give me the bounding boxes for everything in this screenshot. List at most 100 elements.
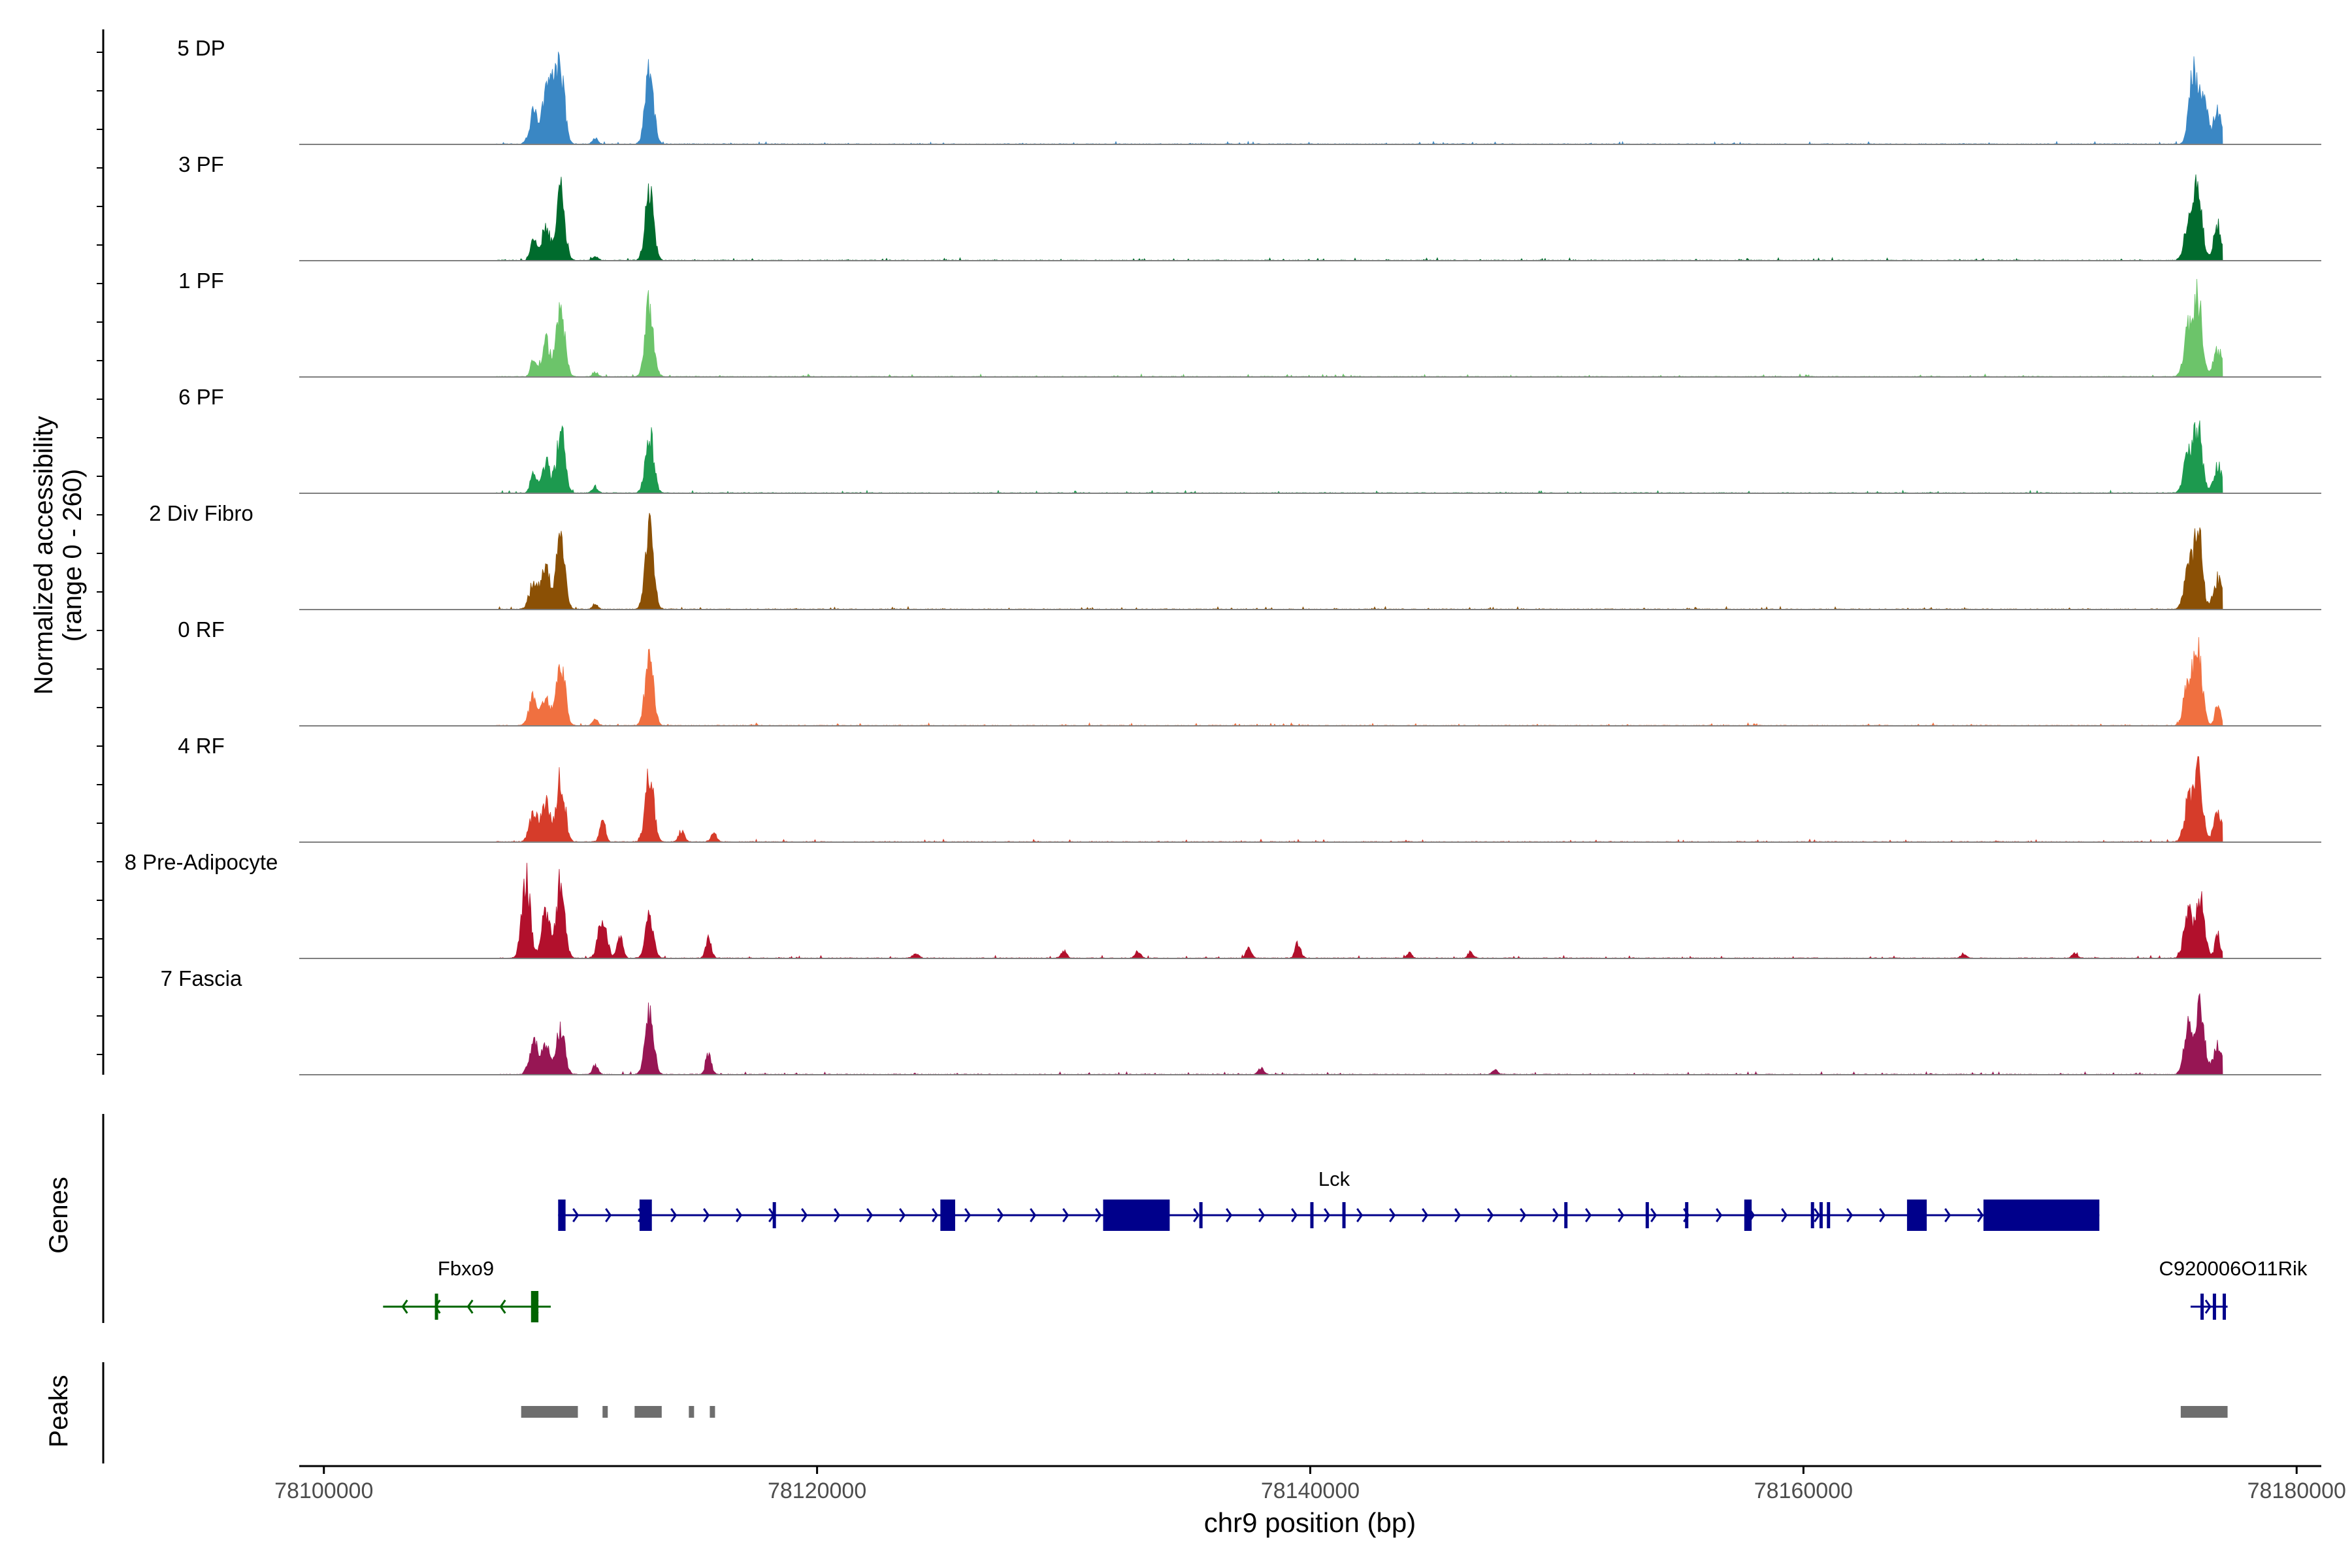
strand-chevron — [1944, 1208, 1952, 1222]
coverage-area — [496, 278, 2223, 378]
strand-chevron — [499, 1299, 506, 1314]
gene-exon — [1310, 1202, 1314, 1228]
strand-chevron — [1814, 1208, 1821, 1222]
x-axis-title: chr9 position (bp) — [1204, 1507, 1416, 1538]
strand-chevron — [997, 1208, 1004, 1222]
strand-chevron — [1356, 1208, 1364, 1222]
strand-chevron — [401, 1299, 408, 1314]
gene-exon — [940, 1200, 955, 1231]
peak-region — [521, 1406, 578, 1418]
track-label: 6 PF — [178, 385, 224, 409]
coverage-area — [496, 637, 2223, 727]
gene-exon — [1103, 1200, 1170, 1231]
coverage-area — [496, 420, 2223, 494]
strand-chevron — [866, 1208, 874, 1222]
gene-exon — [558, 1200, 566, 1231]
strand-chevron — [1487, 1208, 1494, 1222]
strand-chevron — [834, 1208, 841, 1222]
strand-chevron — [1389, 1208, 1396, 1222]
track-0-rf: 0 RF — [178, 617, 2321, 727]
track-label: 2 Div Fibro — [149, 501, 253, 525]
strand-chevron — [572, 1208, 580, 1222]
gene-exon — [434, 1294, 438, 1320]
gene-exon — [1564, 1202, 1568, 1228]
peaks-panel-label: Peaks — [44, 1375, 73, 1447]
coverage-area — [496, 756, 2223, 843]
track-3-pf: 3 PF — [178, 152, 2321, 261]
track-8-pre-adipocyte: 8 Pre-Adipocyte — [125, 850, 2321, 959]
strand-chevron — [736, 1208, 743, 1222]
peak-region — [634, 1406, 662, 1418]
peak-region — [689, 1406, 694, 1418]
gene-exon — [2223, 1294, 2227, 1320]
gene-exon — [1744, 1200, 1752, 1231]
y-axis-title-line1: Normalized accessibility — [29, 416, 58, 695]
track-label: 3 PF — [178, 152, 224, 176]
x-tick-label: 78120000 — [768, 1478, 866, 1503]
gene-exon — [2212, 1294, 2216, 1320]
track-6-pf: 6 PF — [178, 385, 2321, 494]
y-axis-title: Normalized accessibility (range 0 - 260) — [29, 416, 87, 695]
gene-exon — [1819, 1202, 1823, 1228]
strand-chevron — [1879, 1208, 1886, 1222]
peak-region — [602, 1406, 608, 1418]
track-5-dp: 5 DP — [177, 36, 2321, 145]
gene-c920006o11rik: C920006O11Rik — [2159, 1257, 2308, 1320]
coverage-area — [496, 52, 2223, 145]
strand-chevron — [1030, 1208, 1037, 1222]
gene-exon — [1827, 1202, 1831, 1228]
strand-chevron — [1422, 1208, 1429, 1222]
gene-exon — [531, 1291, 539, 1322]
gene-exon — [1906, 1200, 1927, 1231]
strand-chevron — [1454, 1208, 1462, 1222]
strand-chevron — [1585, 1208, 1592, 1222]
x-tick-label: 78180000 — [2247, 1478, 2346, 1503]
peak-region — [2180, 1406, 2228, 1418]
track-label: 5 DP — [177, 36, 225, 60]
gene-exon — [1342, 1202, 1346, 1228]
strand-chevron — [466, 1299, 474, 1314]
x-tick-label: 78100000 — [274, 1478, 373, 1503]
genes-panel-label: Genes — [44, 1177, 73, 1254]
strand-chevron — [1846, 1208, 1854, 1222]
x-tick-label: 78140000 — [1261, 1478, 1360, 1503]
gene-exon — [2200, 1294, 2204, 1320]
strand-chevron — [1716, 1208, 1723, 1222]
gene-exon — [1810, 1202, 1814, 1228]
strand-chevron — [1650, 1208, 1658, 1222]
strand-chevron — [670, 1208, 678, 1222]
x-tick-label: 78160000 — [1754, 1478, 1853, 1503]
strand-chevron — [899, 1208, 906, 1222]
strand-chevron — [2204, 1299, 2212, 1314]
gene-fbxo9: Fbxo9 — [383, 1257, 551, 1322]
strand-chevron — [1095, 1208, 1102, 1222]
gene-name-label: Lck — [1318, 1168, 1350, 1190]
gene-annotations: Lck Fbxo9 C920006O11Rik — [383, 1168, 2308, 1322]
gene-name-label: C920006O11Rik — [2159, 1257, 2308, 1280]
strand-chevron — [1193, 1208, 1200, 1222]
coverage-area — [496, 862, 2223, 959]
strand-chevron — [1062, 1208, 1070, 1222]
strand-chevron — [703, 1208, 710, 1222]
tracks-y-axis-ticks — [97, 52, 103, 1055]
strand-chevron — [1520, 1208, 1527, 1222]
strand-chevron — [1781, 1208, 1788, 1222]
track-label: 0 RF — [178, 617, 225, 642]
gene-exon — [1983, 1200, 2100, 1231]
track-label: 1 PF — [178, 269, 224, 293]
strand-chevron — [1618, 1208, 1625, 1222]
gene-exon — [772, 1202, 776, 1228]
gene-exon — [1685, 1202, 1689, 1228]
track-label: 4 RF — [178, 734, 225, 758]
gene-name-label: Fbxo9 — [438, 1257, 494, 1280]
strand-chevron — [1258, 1208, 1266, 1222]
strand-chevron — [605, 1208, 612, 1222]
coverage-area — [496, 993, 2223, 1075]
strand-chevron — [932, 1208, 939, 1222]
x-axis-ticks: 78100000 78120000 78140000 78160000 78180000 — [274, 1466, 2346, 1503]
strand-chevron — [1324, 1208, 1331, 1222]
track-7-fascia: 7 Fascia — [161, 966, 2321, 1075]
coverage-area — [496, 174, 2223, 261]
coverage-area — [496, 513, 2223, 610]
